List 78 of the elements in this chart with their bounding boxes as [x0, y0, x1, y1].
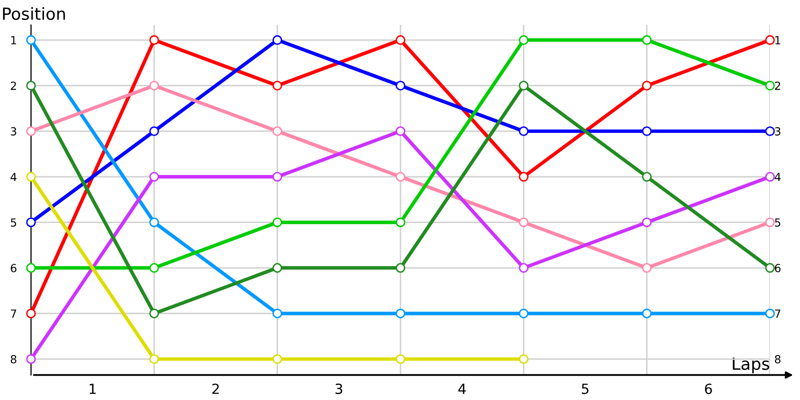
point	[272, 217, 282, 228]
point	[26, 126, 36, 136]
x-tick-label: 1	[90, 384, 96, 394]
point	[642, 217, 652, 228]
y-tick-label: 6	[10, 264, 16, 272]
y2-tick-label: 2	[774, 82, 780, 90]
point	[272, 263, 282, 273]
point	[272, 308, 282, 318]
point	[765, 263, 775, 273]
x-tick-label: 3	[336, 384, 342, 394]
point	[765, 217, 775, 228]
point	[518, 217, 529, 228]
y-tick-label: 2	[10, 82, 16, 90]
point	[642, 172, 652, 182]
point	[765, 126, 775, 136]
y2-tick-label: 1	[775, 36, 780, 44]
point	[518, 354, 529, 364]
point	[26, 172, 36, 182]
point	[642, 35, 652, 45]
y2-tick-label: 3	[775, 127, 780, 136]
point	[396, 172, 406, 182]
y-axis-title: Position	[3, 7, 65, 20]
point	[396, 35, 406, 45]
point	[396, 126, 406, 136]
x-tick-label: 6	[704, 384, 712, 394]
point	[272, 80, 282, 90]
point	[518, 126, 529, 136]
point	[149, 308, 160, 318]
point	[518, 172, 529, 182]
point	[149, 80, 160, 90]
point	[642, 308, 652, 318]
y2-tick-label: 5	[775, 218, 780, 227]
y-tick-label: 1	[11, 36, 16, 44]
y-tick-label: 3	[10, 127, 16, 136]
point	[396, 217, 406, 228]
point	[26, 35, 36, 45]
x-tick-label: 4	[458, 384, 466, 394]
x-tick-label: 5	[582, 384, 588, 394]
point	[149, 217, 160, 228]
y-tick-label: 4	[10, 172, 16, 181]
point	[765, 172, 775, 182]
point	[149, 354, 160, 364]
point	[26, 263, 36, 273]
point	[396, 354, 406, 364]
point	[642, 80, 652, 90]
y2-tick-label: 7	[775, 310, 780, 318]
point	[396, 80, 406, 90]
point	[642, 263, 652, 273]
y-tick-label: 8	[10, 355, 16, 364]
x-axis-title: Laps	[732, 358, 770, 374]
point	[518, 263, 529, 273]
point	[765, 308, 775, 318]
point	[272, 126, 282, 136]
x-tick-label: 2	[212, 384, 219, 394]
point	[272, 354, 282, 364]
point	[272, 35, 282, 45]
y-tick-label: 7	[10, 310, 16, 318]
point	[26, 80, 36, 90]
point	[149, 35, 160, 45]
point	[149, 263, 160, 273]
y2-tick-label: 4	[774, 172, 781, 181]
y2-tick-label: 8	[774, 355, 780, 364]
point	[396, 263, 406, 273]
point	[518, 35, 529, 45]
point	[765, 80, 775, 90]
point	[149, 126, 160, 136]
point	[149, 172, 160, 182]
point	[272, 172, 282, 182]
point	[26, 217, 36, 228]
point	[518, 80, 529, 90]
point	[518, 308, 529, 318]
y-tick-label: 5	[10, 218, 16, 227]
y2-tick-label: 6	[774, 264, 781, 272]
point	[396, 308, 406, 318]
point	[26, 354, 36, 364]
point	[642, 126, 652, 136]
point	[765, 35, 775, 45]
point	[26, 308, 36, 318]
